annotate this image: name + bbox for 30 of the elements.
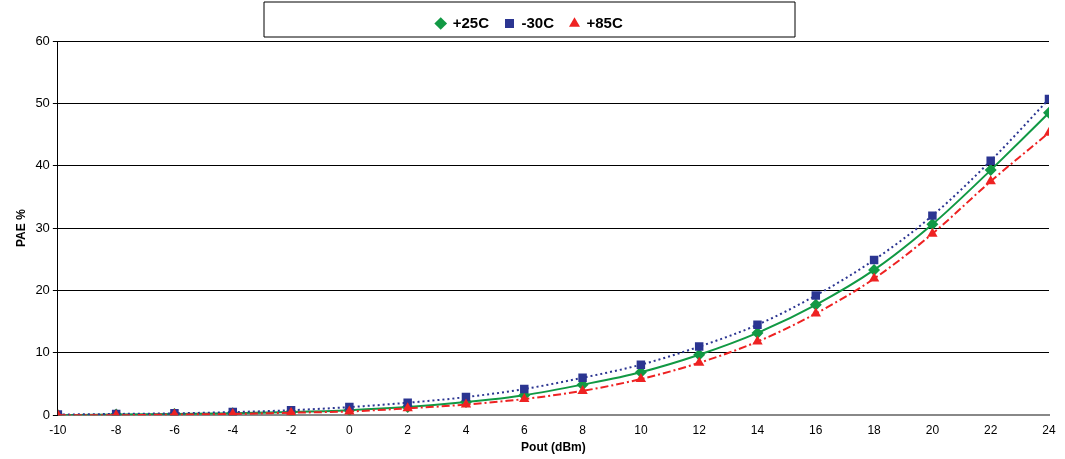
x-tick-label: 20 xyxy=(925,422,940,437)
x-tick-label: 10 xyxy=(634,422,648,437)
y-tick-label: 40 xyxy=(35,157,50,173)
x-tick-label: 0 xyxy=(346,422,354,437)
y-tick-label: 0 xyxy=(42,406,50,422)
x-tick-label: 8 xyxy=(579,422,587,437)
y-tick-label: 60 xyxy=(35,32,50,48)
x-axis-title: Pout (dBm) xyxy=(521,440,586,455)
x-tick-label: 4 xyxy=(462,422,470,437)
x-tick-label: 22 xyxy=(984,422,998,437)
x-tick-label: 6 xyxy=(520,422,528,437)
x-tick-label: 24 xyxy=(1042,422,1056,437)
y-tick-label: 10 xyxy=(35,344,50,360)
y-tick-label: 20 xyxy=(35,282,50,298)
x-tick-label: 14 xyxy=(750,422,765,437)
x-tick-label: -6 xyxy=(169,422,181,437)
x-tick-label: 2 xyxy=(404,422,412,437)
x-tick-label: -2 xyxy=(285,422,297,437)
y-axis-title: PAE % xyxy=(13,208,28,247)
legend-label: +25C xyxy=(452,13,490,31)
x-tick-label: -4 xyxy=(227,422,239,437)
y-tick-label: 30 xyxy=(35,219,50,235)
legend-label: -30C xyxy=(521,13,555,31)
x-tick-label: -8 xyxy=(110,422,122,437)
x-tick-label: 12 xyxy=(692,422,707,437)
x-tick-label: 18 xyxy=(867,422,882,437)
y-tick-label: 50 xyxy=(35,94,50,110)
x-tick-label: -10 xyxy=(49,422,67,437)
legend-label: +85C xyxy=(586,13,623,31)
x-tick-label: 16 xyxy=(809,422,823,437)
